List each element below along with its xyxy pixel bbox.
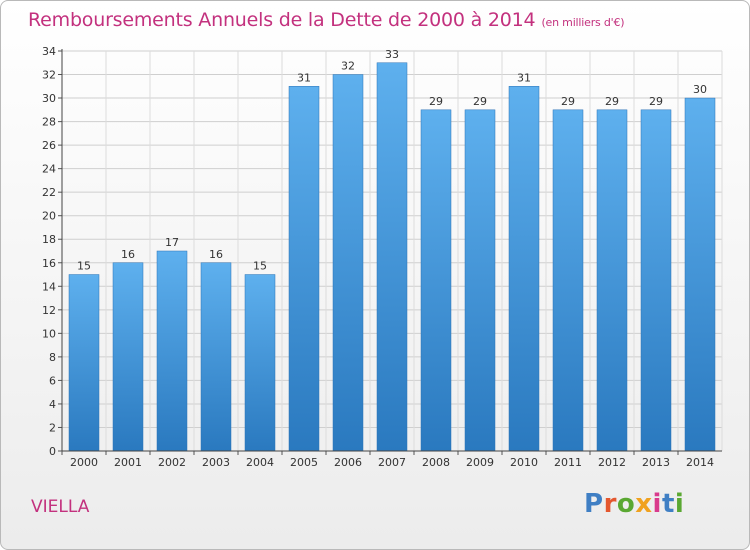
y-tick-label: 24 [42,163,56,176]
bar [288,86,320,452]
x-tick-labels: 2000 2001 2002 2003 2004 2005 2006 2007 2008 2009… [70,456,714,469]
x-tick-label: 2002 [158,456,186,469]
chart-title: Remboursements Annuels de la Dette de 20… [28,9,625,31]
bar [112,262,144,452]
y-tick-label: 2 [49,421,56,434]
y-tick-label: 20 [42,210,56,223]
chart-subtitle: (en milliers d'€) [541,16,625,29]
bar [376,62,408,452]
y-tick-label: 16 [42,257,56,270]
logo-letter: t [661,489,675,519]
y-tick-label: 4 [49,398,56,411]
data-label: 30 [693,83,707,96]
y-tick-label: 14 [42,280,56,293]
commune-name: VIELLA [31,497,90,517]
y-tick-label: 22 [42,186,56,199]
data-label: 33 [385,48,399,61]
axes [58,49,722,455]
x-tick-label: 2003 [202,456,230,469]
data-label: 31 [517,71,531,84]
y-tick-label: 26 [42,139,56,152]
bar [156,250,188,452]
bar [464,109,496,452]
bar [68,274,100,452]
x-tick-label: 2007 [378,456,406,469]
data-label: 29 [561,95,575,108]
bar [684,97,716,452]
data-label: 32 [341,60,355,73]
data-label: 17 [165,236,179,249]
data-label: 16 [209,248,223,261]
bar [508,86,540,452]
bar [332,74,364,452]
x-tick-label: 2000 [70,456,98,469]
bar [200,262,232,452]
bar [420,109,452,452]
data-label: 29 [429,95,443,108]
data-label: 29 [605,95,619,108]
data-label: 31 [297,71,311,84]
x-tick-label: 2009 [466,456,494,469]
bar [596,109,628,452]
y-tick-label: 34 [42,45,56,58]
y-tick-label: 32 [42,69,56,82]
logo-letter: r [603,489,617,519]
logo-letter: i [652,489,662,519]
bar [244,274,276,452]
data-label: 15 [77,260,91,273]
y-tick-label: 8 [49,351,56,364]
chart-title-text: Remboursements Annuels de la Dette de 20… [28,9,536,31]
x-tick-label: 2010 [510,456,538,469]
logo-letter: x [635,489,653,519]
y-tick-label: 0 [49,445,56,458]
bar [552,109,584,452]
bars [68,62,716,452]
x-tick-label: 2008 [422,456,450,469]
y-tick-label: 12 [42,304,56,317]
x-tick-label: 2014 [686,456,714,469]
logo-letter: o [616,489,636,519]
x-tick-label: 2012 [598,456,626,469]
x-tick-label: 2004 [246,456,274,469]
y-tick-label: 30 [42,92,56,105]
logo-letter: i [674,489,685,519]
proxiti-logo[interactable]: Proxiti [584,489,684,519]
x-tick-label: 2011 [554,456,582,469]
data-label: 15 [253,260,267,273]
y-tick-label: 28 [42,116,56,129]
x-tick-label: 2005 [290,456,318,469]
y-tick-label: 6 [49,374,56,387]
y-tick-label: 10 [42,327,56,340]
data-label: 29 [473,95,487,108]
x-tick-label: 2001 [114,456,142,469]
bar [640,109,672,452]
logo-letter: P [584,489,604,519]
y-tick-label: 18 [42,233,56,246]
data-labels: 15 16 17 16 15 31 32 33 29 29 31 29 29 29 30 [77,48,707,273]
data-label: 29 [649,95,663,108]
data-label: 16 [121,248,135,261]
x-tick-label: 2013 [642,456,670,469]
x-tick-label: 2006 [334,456,362,469]
